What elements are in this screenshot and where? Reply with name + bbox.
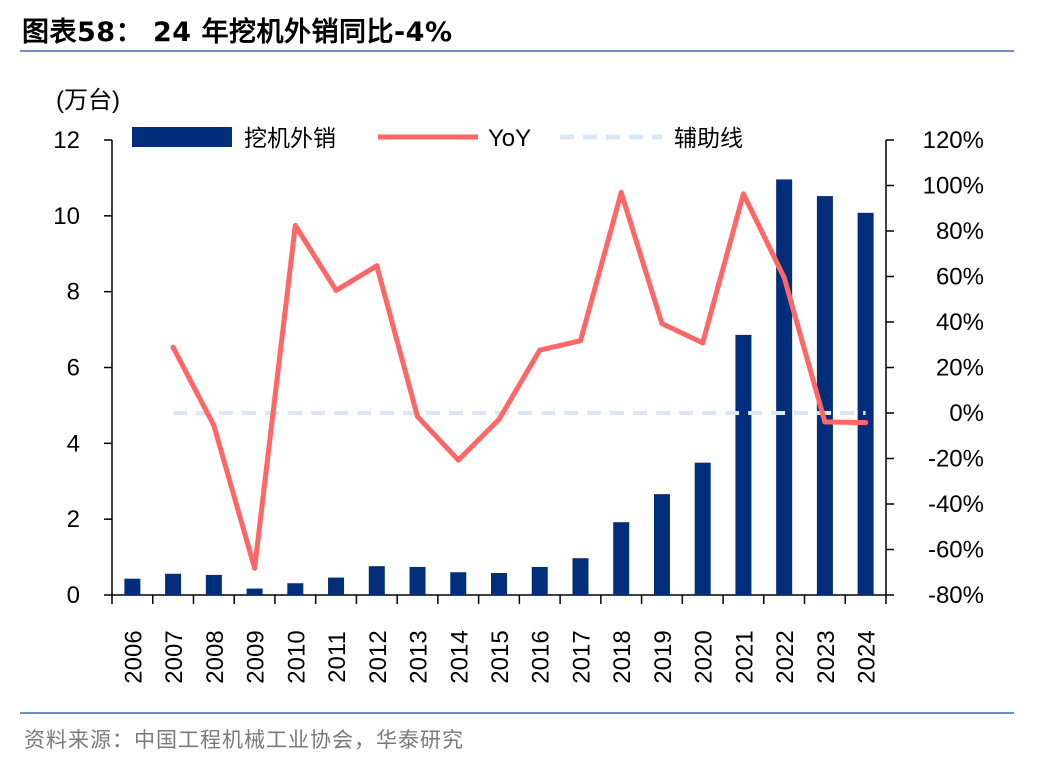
- bar-2012: [368, 566, 385, 595]
- bar-2010: [287, 583, 304, 595]
- x-axis-tick-label: 2011: [324, 631, 351, 683]
- chart: (万台) 0 2 4 6 8 10 12 -80% -60% -40% -20% 0% 20% 40% 60…: [53, 87, 984, 684]
- x-axis-tick-label: 2016: [528, 630, 555, 683]
- left-axis-tick-label: 10: [53, 203, 80, 230]
- left-axis-tick-label: 6: [67, 355, 80, 382]
- bar-2013: [409, 566, 426, 595]
- yoy-point-2009: [252, 565, 258, 571]
- left-axis-tick-label: 0: [67, 582, 80, 609]
- x-axis-tick-label: 2006: [120, 630, 147, 683]
- x-axis-tick-label: 2023: [813, 630, 840, 683]
- yoy-point-2019: [659, 321, 665, 327]
- x-axis-tick-label: 2024: [854, 630, 881, 683]
- left-axis-tick-label: 12: [53, 127, 80, 154]
- left-axis-tick-label: 2: [67, 506, 80, 533]
- right-axis-tick-label: 120%: [923, 127, 984, 154]
- legend: 挖机外销 YoY 辅助线: [132, 125, 743, 152]
- yoy-point-2010: [292, 223, 298, 229]
- x-axis-tick-label: 2015: [487, 630, 514, 683]
- bars: [124, 179, 874, 596]
- bar-2008: [205, 574, 222, 595]
- x-axis-tick-label: 2010: [283, 630, 310, 683]
- yoy-point-2013: [415, 414, 421, 420]
- yoy-line: [170, 190, 869, 571]
- right-axis-tick-label: 20%: [936, 355, 984, 382]
- legend-line-label: YoY: [488, 125, 531, 152]
- lines: [170, 190, 869, 571]
- yoy-point-2024: [863, 420, 869, 426]
- bar-2009: [246, 588, 263, 595]
- x-axis-tick-label: 2012: [365, 630, 392, 683]
- right-axis-tick-label: 80%: [936, 218, 984, 245]
- bar-2016: [531, 566, 548, 595]
- x-axis-tick-label: 2013: [406, 630, 433, 683]
- legend-bar-swatch: [132, 127, 232, 147]
- yoy-point-2017: [577, 338, 583, 344]
- x-axis-tick-label: 2008: [202, 630, 229, 683]
- bar-2006: [124, 578, 141, 595]
- page-title: 图表58： 24 年挖机外销同比-4%: [22, 17, 453, 48]
- left-axis-tick-label: 8: [67, 279, 80, 306]
- bar-2014: [450, 572, 467, 595]
- bar-2020: [694, 462, 711, 595]
- right-axis-tick-label: 100%: [923, 173, 984, 200]
- x-axis-tick-label: 2009: [243, 630, 270, 683]
- legend-guide-label: 辅助线: [674, 126, 743, 152]
- yoy-point-2011: [333, 287, 339, 293]
- left-axis-unit-label: (万台): [56, 87, 120, 114]
- bar-2019: [653, 494, 670, 595]
- top-rule: [20, 50, 1014, 52]
- bar-2023: [816, 196, 833, 595]
- right-axis-tick-label: -40%: [928, 491, 984, 518]
- bar-2017: [572, 558, 589, 595]
- yoy-point-2012: [374, 263, 380, 269]
- yoy-point-2018: [618, 190, 624, 196]
- right-axis-tick-label: -20%: [928, 446, 984, 473]
- yoy-point-2023: [822, 419, 828, 425]
- x-axis-tick-label: 2007: [161, 630, 188, 683]
- right-axis-tick-label: -80%: [928, 582, 984, 609]
- yoy-point-2022: [781, 275, 787, 281]
- yoy-point-2021: [740, 191, 746, 197]
- bar-2011: [328, 577, 345, 595]
- right-axis-tick-label: 60%: [936, 264, 984, 291]
- bar-2024: [857, 212, 874, 596]
- yoy-point-2008: [211, 422, 217, 428]
- axes: 0 2 4 6 8 10 12 -80% -60% -40% -20% 0% 20% 40% 60% 80% 1…: [53, 127, 984, 684]
- yoy-point-2014: [455, 457, 461, 463]
- source-note: 资料来源：中国工程机械工业协会，华泰研究: [24, 728, 464, 752]
- bar-2018: [613, 522, 630, 595]
- yoy-point-2015: [496, 416, 502, 422]
- bottom-rule: [20, 712, 1014, 714]
- yoy-point-2020: [700, 340, 706, 346]
- x-axis-tick-label: 2017: [568, 630, 595, 683]
- x-axis-tick-label: 2019: [650, 630, 677, 683]
- right-axis-tick-label: 0%: [949, 400, 984, 427]
- bar-2007: [165, 573, 182, 595]
- x-axis-tick-label: 2018: [609, 630, 636, 683]
- right-axis-tick-label: -60%: [928, 537, 984, 564]
- x-axis-tick-label: 2014: [446, 630, 473, 683]
- yoy-point-2016: [537, 347, 543, 353]
- left-axis-tick-label: 4: [67, 430, 80, 457]
- legend-bar-label: 挖机外销: [244, 126, 336, 152]
- x-axis-tick-label: 2022: [772, 630, 799, 683]
- right-axis-tick-label: 40%: [936, 309, 984, 336]
- bar-2015: [491, 573, 507, 595]
- yoy-point-2007: [170, 344, 176, 350]
- x-axis-tick-label: 2020: [691, 630, 718, 683]
- bar-2021: [735, 334, 752, 595]
- x-axis-tick-label: 2021: [731, 630, 758, 683]
- bar-2022: [776, 179, 793, 595]
